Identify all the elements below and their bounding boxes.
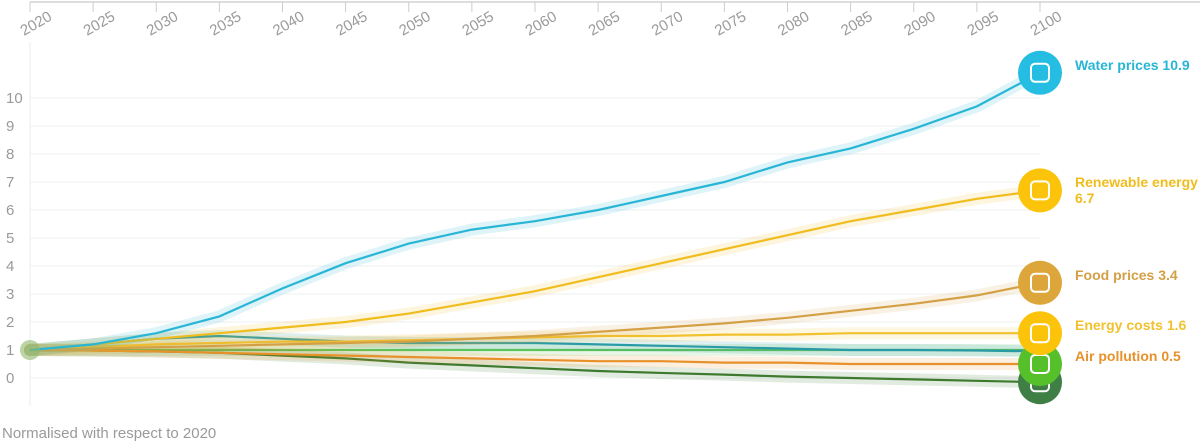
end-label: Air pollution 0.5 (1075, 348, 1200, 364)
y-tick-label: 8 (6, 146, 14, 163)
y-tick-label: 1 (6, 342, 14, 359)
end-label: Food prices 3.4 (1075, 267, 1200, 283)
legend-name: Water prices (1075, 56, 1159, 73)
sdg-icon-glyph (1030, 323, 1050, 344)
series-line (29, 332, 1040, 352)
legend-name: Food prices (1075, 266, 1155, 283)
x-tick-label: 2080 (775, 8, 812, 39)
x-tick-label: 2045 (333, 8, 370, 39)
series-line (29, 348, 1040, 366)
x-tick-label: 2020 (18, 8, 55, 39)
series-line (29, 334, 1041, 353)
legend-name: Renewable energy (1075, 174, 1198, 191)
sdg-icon-glyph (1030, 62, 1050, 83)
y-tick-label: 3 (6, 286, 14, 303)
sdg-icon-glyph (1030, 272, 1050, 293)
legend-name: Energy costs (1075, 317, 1163, 334)
x-tick-label: 2095 (964, 8, 1001, 39)
series-line (29, 71, 1041, 352)
start-marker (20, 340, 40, 360)
y-tick-label: 2 (6, 314, 14, 331)
x-tick-label: 2075 (712, 8, 749, 39)
sdg-icon-glyph (1030, 180, 1050, 201)
end-value: 1.6 (1166, 317, 1187, 334)
x-tick-label: 2090 (901, 8, 938, 39)
end-label: Renewable energy 6.7 (1075, 174, 1200, 206)
x-tick-label: 2085 (838, 8, 875, 39)
x-tick-label: 2030 (144, 8, 181, 39)
end-label: Water prices 10.9 (1075, 57, 1200, 73)
footnote: Normalised with respect to 2020 (2, 425, 217, 442)
series-line (29, 281, 1041, 352)
x-tick-label: 2070 (649, 8, 686, 39)
y-tick-label: 5 (6, 230, 14, 247)
end-value: 6.7 (1075, 190, 1095, 207)
sdg-icon (1018, 50, 1062, 95)
sdg-icon (1018, 168, 1062, 213)
y-tick-label: 10 (6, 90, 23, 107)
x-tick-label: 2025 (81, 8, 118, 39)
x-tick-label: 2060 (523, 8, 560, 39)
series-line (29, 189, 1041, 352)
x-tick-label: 2040 (270, 8, 307, 39)
end-label: Energy costs 1.6 (1075, 317, 1200, 333)
x-tick-label: 2100 (1028, 8, 1065, 39)
y-tick-label: 9 (6, 118, 14, 135)
end-value: 3.4 (1158, 266, 1178, 283)
y-tick-label: 0 (6, 370, 14, 387)
end-value: 0.5 (1161, 348, 1181, 364)
x-tick-label: 2055 (459, 8, 496, 39)
y-tick-label: 6 (6, 202, 14, 219)
x-tick-label: 2035 (207, 8, 244, 39)
sdg-icon (1018, 311, 1062, 356)
x-tick-label: 2065 (586, 8, 623, 39)
x-tick-label: 2050 (396, 8, 433, 39)
end-value: 10.9 (1162, 56, 1190, 73)
sdg-icon (1018, 260, 1062, 305)
y-tick-label: 7 (6, 174, 14, 191)
legend-name: Air pollution (1075, 348, 1158, 364)
y-tick-label: 4 (6, 258, 14, 275)
sdg-icon (1018, 342, 1062, 386)
